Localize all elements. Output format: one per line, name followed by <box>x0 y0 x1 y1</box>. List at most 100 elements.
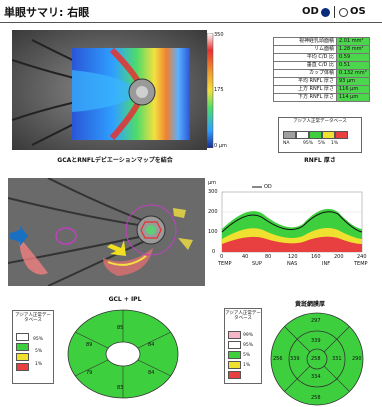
legend-label: 95% <box>33 337 44 342</box>
legend-title: アジア人正常データベース <box>293 119 347 124</box>
param-value: 0.51 <box>336 61 370 70</box>
param-label: リム面積 <box>273 45 337 54</box>
x-tick: 200 <box>334 254 344 260</box>
y-tick: 0 <box>212 249 216 255</box>
param-value: 2.01 mm² <box>336 37 370 46</box>
etdrs-inner-temporal: 339 <box>290 356 300 362</box>
legend-swatch-green <box>16 343 29 351</box>
legend-swatch-white <box>228 341 241 349</box>
table-row: リム面積 1.28 mm² <box>273 45 370 54</box>
gcl-normative-legend: アジア人正常データベース 95% 5% 1% <box>12 310 54 384</box>
os-label[interactable]: OS <box>350 6 366 17</box>
param-value: 114 µm <box>336 93 370 102</box>
scale-label-top: 350 <box>214 32 224 38</box>
etdrs-outer-nasal: 290 <box>352 356 362 362</box>
y-tick: 100 <box>208 229 218 235</box>
gcl-sector-value: 85 <box>117 325 124 331</box>
legend-label: 95% <box>303 141 314 146</box>
legend-title: アジア人正常データベース <box>15 313 51 323</box>
legend-swatch-red <box>16 363 29 371</box>
table-row: 視神経乳頭面積 2.01 mm² <box>273 37 370 46</box>
etdrs-inner-superior: 339 <box>311 338 321 344</box>
param-label: 上方 RNFL 厚さ <box>273 85 337 94</box>
param-value: 93 µm <box>336 77 370 86</box>
legend-label: 1% <box>35 362 43 367</box>
etdrs-caption: 黄斑網膜厚 <box>294 301 325 308</box>
param-label: 下方 RNFL 厚さ <box>273 93 337 102</box>
legend-swatch-na <box>283 131 296 139</box>
legend-swatch-yellow <box>16 353 29 361</box>
rnfl-parameter-table: 視神経乳頭面積 2.01 mm² リム面積 1.28 mm² 平均 C/D 比 0.5… <box>273 37 370 102</box>
x-label: TEMP <box>218 261 232 267</box>
legend-label: 5% <box>318 141 326 146</box>
legend-swatch-yellow <box>322 131 335 139</box>
y-tick: 300 <box>208 189 218 195</box>
gcl-sector-value: 89 <box>86 342 93 348</box>
param-value: 1.28 mm² <box>336 45 370 54</box>
etdrs-center: 258 <box>311 356 321 362</box>
x-tick: 40 <box>242 254 249 260</box>
header-divider <box>0 22 382 23</box>
etdrs-outer-superior: 297 <box>311 318 321 324</box>
legend-swatch-green <box>228 351 241 359</box>
etdrs-inner-nasal: 331 <box>332 356 342 362</box>
x-tick: 240 <box>357 254 367 260</box>
y-tick: 200 <box>208 209 218 215</box>
scale-label-bottom: 0 µm <box>214 143 227 149</box>
etdrs-thickness-grid <box>270 312 364 406</box>
table-row: 平均 C/D 比 0.59 <box>273 53 370 62</box>
x-label: TEMP <box>354 261 368 267</box>
table-row: 垂直 C/D 比 0.51 <box>273 61 370 70</box>
legend-swatch-white <box>296 131 309 139</box>
legend-label: 99% <box>243 333 254 338</box>
legend-label: 1% <box>331 141 339 146</box>
table-row: 平均 RNFL 厚さ 93 µm <box>273 77 370 86</box>
table-row: 上方 RNFL 厚さ 116 µm <box>273 85 370 94</box>
gcl-ipl-sector-map <box>67 309 179 399</box>
gcl-sector-value: 79 <box>86 370 93 376</box>
page-title: 単眼サマリ: 右眼 <box>4 6 90 19</box>
gca-rnfl-deviation-map <box>12 30 207 150</box>
legend-label: 95% <box>243 343 254 348</box>
param-label: 垂直 C/D 比 <box>273 61 337 70</box>
gcl-sector-value: 83 <box>117 385 124 391</box>
rnfl-normative-legend: アジア人正常データベース NA 95% 5% 1% <box>278 117 362 153</box>
scale-label-mid: 175 <box>214 87 224 93</box>
param-label: 視神経乳頭面積 <box>273 37 337 46</box>
etdrs-normative-legend: アジア人正常データベース 99% 95% 5% 1% <box>224 308 262 384</box>
legend-swatch-white <box>16 333 29 341</box>
rnfl-tsnit-profile-chart <box>221 186 363 253</box>
legend-label: NA <box>283 141 290 146</box>
legend-swatch-red <box>335 131 348 139</box>
gcl-sector-value: 84 <box>148 342 155 348</box>
etdrs-outer-inferior: 258 <box>311 395 321 401</box>
x-tick: 160 <box>311 254 321 260</box>
x-label: SUP <box>252 261 262 267</box>
eye-separator <box>334 6 335 18</box>
param-label: 平均 C/D 比 <box>273 53 337 62</box>
od-indicator-dot <box>321 8 330 17</box>
param-label: 平均 RNFL 厚さ <box>273 77 337 86</box>
legend-label: 5% <box>243 353 251 358</box>
table-row: カップ体積 0.132 mm³ <box>273 69 370 78</box>
tsnit-y-unit: µm <box>208 180 217 186</box>
top-map-caption: GCAとRNFLデビエーションマップを結合 <box>57 157 173 164</box>
arrow-marker-blue <box>10 226 28 246</box>
etdrs-outer-temporal: 256 <box>273 356 283 362</box>
thickness-color-scale <box>207 33 214 148</box>
table-row: 下方 RNFL 厚さ 114 µm <box>273 93 370 102</box>
rnfl-caption: RNFL 厚さ <box>304 157 336 164</box>
legend-swatch-pink <box>228 331 241 339</box>
gcl-sector-value: 84 <box>148 370 155 376</box>
legend-swatch-green <box>309 131 322 139</box>
legend-label: 1% <box>243 363 251 368</box>
x-tick: 80 <box>265 254 272 260</box>
param-value: 0.132 mm³ <box>336 69 370 78</box>
tsnit-legend-od: OD <box>264 184 272 190</box>
legend-label: 5% <box>35 349 43 354</box>
gcl-caption: GCL + IPL <box>108 296 142 303</box>
param-value: 116 µm <box>336 85 370 94</box>
etdrs-inner-inferior: 334 <box>311 374 321 380</box>
od-label[interactable]: OD <box>302 6 319 17</box>
legend-swatch-red <box>228 371 241 379</box>
